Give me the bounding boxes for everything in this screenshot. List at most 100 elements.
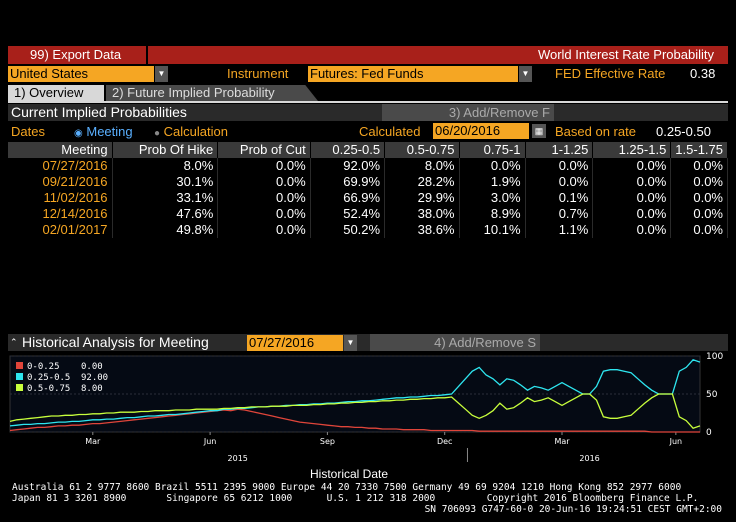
historical-add-remove-button[interactable]: 4) Add/Remove S [370,334,540,351]
legend-swatch-icon [16,362,23,369]
instrument-value: Futures: Fed Funds [310,66,424,81]
historical-meeting-input[interactable]: 07/27/2016 [247,335,343,351]
x-tick-label: Dec [437,437,452,446]
probability-cell: 0.0% [592,222,672,238]
col-1.25-1.5[interactable]: 1.25-1.5 [592,142,672,158]
calculated-date-input[interactable]: 06/20/2016 [433,123,529,139]
collapse-icon[interactable]: ⌃ [10,337,18,347]
radio-selected-icon: ◉ [74,128,83,139]
x-tick-label: Jun [669,437,683,446]
probability-cell: 1.1% [525,222,594,238]
x-tick-label: Sep [320,437,335,446]
probability-cell: 66.9% [310,190,386,206]
legend-swatch-icon [16,384,23,391]
probability-cell: 0.0% [592,158,672,174]
table-row[interactable]: 07/27/2016 8.0% 0.0% 92.0% 8.0% 0.0% 0.0% 0.0% 0… [8,158,728,174]
country-select[interactable]: United States [8,66,154,82]
footer-contact-line-2: Japan 81 3 3201 8900 Singapore 65 6212 1… [12,493,699,504]
col-prob-hike[interactable]: Prob Of Hike [112,142,219,158]
radio-calculation[interactable]: ● Calculation [154,124,228,139]
table-row[interactable]: 12/14/2016 47.6% 0.0% 52.4% 38.0% 8.9% 0.7% 0.0… [8,206,728,222]
legend-name: 0.5-0.75 [27,384,71,394]
table-row[interactable]: 11/02/2016 33.1% 0.0% 66.9% 29.9% 3.0% 0.1% 0.0… [8,190,728,206]
tab-underline [8,101,728,103]
tab-overview-label: 1) Overview [14,85,84,100]
col-1-1.25[interactable]: 1-1.25 [525,142,594,158]
radio-meeting[interactable]: ◉ Meeting [74,124,133,139]
probability-cell: 0.0% [525,174,594,190]
tab-overview[interactable]: 1) Overview [8,85,104,101]
legend-entry: 0.25-0.5 92.00 [16,373,108,384]
year-label: 2015 [228,454,248,463]
based-on-rate-label: Based on rate [555,124,636,139]
probability-cell: 0.1% [525,190,594,206]
probability-cell: 1.9% [459,174,526,190]
country-dropdown-arrow-icon[interactable]: ▼ [155,66,168,82]
radio-calculation-label: Calculation [163,124,228,139]
probability-cell: 50.2% [310,222,386,238]
probability-cell: 0.0% [459,158,526,174]
probability-cell: 33.1% [112,190,219,206]
y-tick-label: 50 [706,390,718,400]
col-meeting[interactable]: Meeting [8,142,113,158]
probability-cell: 29.9% [384,190,460,206]
historical-meeting-value: 07/27/2016 [249,335,315,350]
col-0.5-0.75[interactable]: 0.5-0.75 [384,142,460,158]
y-tick-label: 0 [706,428,712,438]
legend-entry: 0.5-0.75 8.00 [16,384,108,395]
probability-cell: 0.0% [217,222,311,238]
probability-cell: 69.9% [310,174,386,190]
historical-add-remove-label: 4) Add/Remove S [434,335,536,350]
col-0.75-1[interactable]: 0.75-1 [459,142,526,158]
calculated-date-value: 06/20/2016 [435,123,501,138]
footer-status-line: SN 706093 G747-60-0 20-Jun-16 19:24:51 C… [424,504,722,515]
historical-header: ⌃ Historical Analysis for Meeting 07/27/… [8,334,728,351]
export-data-button[interactable]: 99) Export Data [8,46,148,64]
probability-table: Meeting Prob Of Hike Prob of Cut 0.25-0.… [8,142,728,238]
year-label: 2016 [579,454,599,463]
instrument-label: Instrument [227,66,289,81]
probability-cell: 0.0% [670,206,728,222]
probability-cell: 10.1% [459,222,526,238]
probability-cell: 38.6% [384,222,460,238]
probability-cell: 0.0% [525,158,594,174]
probability-table-wrapper: Meeting Prob Of Hike Prob of Cut 0.25-0.… [8,142,728,238]
probability-cell: 8.9% [459,206,526,222]
probability-cell: 8.0% [112,158,219,174]
table-row[interactable]: 09/21/2016 30.1% 0.0% 69.9% 28.2% 1.9% 0.0% 0.0… [8,174,728,190]
probability-cell: 49.8% [112,222,219,238]
historical-title: Historical Analysis for Meeting [22,334,209,350]
y-tick-label: 100 [706,352,723,362]
probability-cell: 52.4% [310,206,386,222]
x-axis-title: Historical Date [310,467,389,481]
probability-cell: 0.0% [217,190,311,206]
legend-entry: 0-0.25 0.00 [16,362,108,373]
col-1.5-1.75[interactable]: 1.5-1.75 [670,142,728,158]
probability-cell: 92.0% [310,158,386,174]
probability-cell: 0.0% [670,158,728,174]
probability-cell: 0.7% [525,206,594,222]
meeting-date-cell: 12/14/2016 [8,206,113,222]
tab-future-implied-probability[interactable]: 2) Future Implied Probability [106,85,318,101]
fed-rate-value: 0.38 [690,66,716,81]
historical-chart[interactable]: 0 50 100 Mar Jun Sep Dec Mar Jun 2015 2016 [8,352,728,466]
probability-cell: 0.0% [670,190,728,206]
meeting-date-cell: 02/01/2017 [8,222,113,238]
instrument-select[interactable]: Futures: Fed Funds [308,66,518,82]
meeting-date-cell: 07/27/2016 [8,158,113,174]
probability-cell: 3.0% [459,190,526,206]
meeting-date-cell: 11/02/2016 [8,190,113,206]
instrument-dropdown-arrow-icon[interactable]: ▼ [519,66,532,82]
x-tick-label: Jun [203,437,217,446]
cip-header: Current Implied Probabilities 3) Add/Rem… [8,104,728,121]
cip-add-remove-label: 3) Add/Remove F [448,105,550,120]
table-header-row: Meeting Prob Of Hike Prob of Cut 0.25-0.… [8,142,728,158]
cip-add-remove-button[interactable]: 3) Add/Remove F [382,104,554,121]
col-0.25-0.5[interactable]: 0.25-0.5 [310,142,386,158]
table-row[interactable]: 02/01/2017 49.8% 0.0% 50.2% 38.6% 10.1% 1.1% 0.… [8,222,728,238]
historical-meeting-dropdown-icon[interactable]: ▼ [344,335,357,351]
col-prob-cut[interactable]: Prob of Cut [217,142,311,158]
fed-rate-label: FED Effective Rate [555,66,666,81]
legend-name: 0.25-0.5 [27,373,71,383]
calendar-icon[interactable]: ▦ [532,124,546,138]
